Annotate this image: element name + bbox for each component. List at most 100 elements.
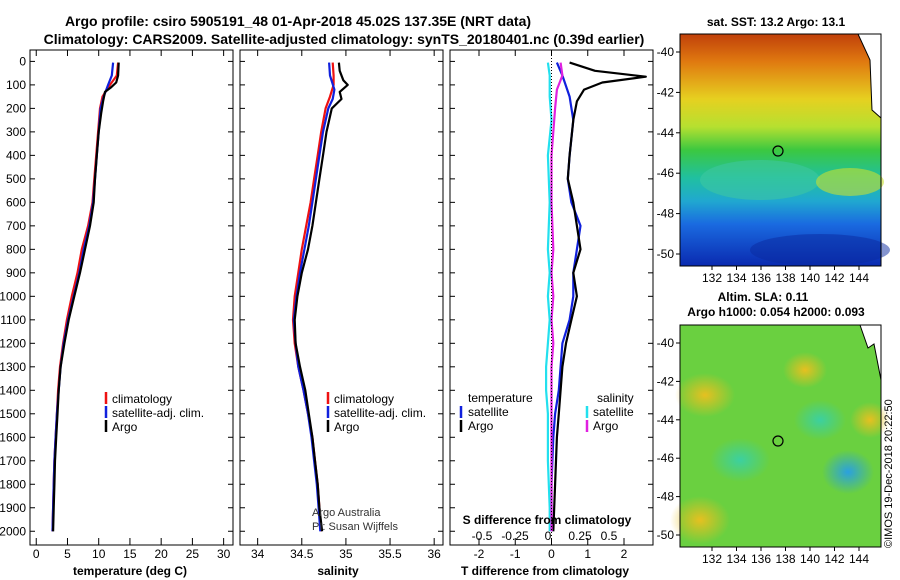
- lat-tick-label: -42: [657, 85, 675, 99]
- depth-tick-label: 1900: [0, 501, 26, 515]
- x-tick-label: 2: [621, 547, 628, 561]
- s-tick-label: 0: [545, 529, 552, 543]
- s-tick-label: 0.5: [601, 529, 618, 543]
- temperature-legend: climatology satellite-adj. clim. Argo: [104, 392, 204, 434]
- s-difference-axis-label: S difference from climatology: [463, 513, 632, 527]
- depth-tick-label: 1800: [0, 477, 26, 491]
- argo-float-marker: [772, 435, 784, 447]
- x-tick-label: 20: [154, 547, 168, 561]
- difference-legend: temperature satellite Argo salinity sate…: [459, 391, 634, 433]
- lon-tick-label: 136: [751, 271, 771, 285]
- salinity-panel-frame: [239, 49, 444, 546]
- lon-tick-label: 132: [702, 552, 722, 566]
- sla-map-frame: [679, 324, 882, 548]
- t-difference-axis-label: T difference from climatology: [461, 564, 629, 578]
- sla-map-coastline: [859, 324, 882, 381]
- x-tick-label: -2: [474, 547, 485, 561]
- x-tick-label: 35: [339, 547, 353, 561]
- lat-tick-label: -50: [657, 247, 675, 261]
- depth-tick-label: 500: [6, 172, 26, 186]
- legend-label: Argo: [334, 420, 360, 434]
- lon-tick-label: 144: [849, 271, 869, 285]
- profile-series-line: [51, 62, 115, 532]
- depth-tick-label: 1700: [0, 454, 26, 468]
- sla-map-feature: [710, 438, 770, 482]
- legend-label: Argo: [468, 419, 494, 433]
- depth-tick-label: 200: [6, 101, 26, 115]
- legend-label: climatology: [112, 392, 172, 406]
- lon-tick-label: 134: [726, 271, 746, 285]
- figure-title-line2: Climatology: CARS2009. Satellite-adjuste…: [44, 31, 645, 47]
- depth-tick-label: 1200: [0, 336, 26, 350]
- depth-tick-label: 1600: [0, 430, 26, 444]
- legend-label: climatology: [334, 392, 394, 406]
- profile-series-line: [51, 62, 120, 532]
- x-tick-label: 5: [64, 547, 71, 561]
- lon-tick-label: 132: [702, 271, 722, 285]
- lat-tick-label: -44: [657, 126, 675, 140]
- lon-tick-label: 142: [824, 552, 844, 566]
- x-tick-label: 34: [251, 547, 265, 561]
- lat-tick-label: -48: [657, 490, 675, 504]
- profile-series-line: [550, 62, 564, 532]
- legend-label: satellite: [593, 405, 634, 419]
- x-tick-label: 0: [548, 547, 555, 561]
- temperature-panel-frame: [29, 49, 234, 546]
- sla-map-feature: [794, 400, 846, 440]
- profile-series-line: [544, 62, 553, 532]
- lon-tick-label: 142: [824, 271, 844, 285]
- s-tick-label: -0.5: [472, 529, 493, 543]
- salinity-legend: climatology satellite-adj. clim. Argo Ar…: [312, 392, 426, 533]
- s-tick-label: -0.25: [501, 529, 529, 543]
- x-tick-labels: 0 5 10 15 20 25 30 34 34.5 35 35.5 36 -2 -1 0 1 2: [33, 547, 628, 561]
- depth-tick-label: 2000: [0, 524, 26, 538]
- sla-map-feature: [675, 373, 735, 417]
- x-tick-label: 15: [123, 547, 137, 561]
- legend-label: Argo: [593, 419, 619, 433]
- depth-tick-label: 100: [6, 78, 26, 92]
- lon-tick-label: 138: [775, 552, 795, 566]
- depth-tick-label: 1400: [0, 383, 26, 397]
- depth-tick-label: 800: [6, 242, 26, 256]
- x-tick-label: -1: [510, 547, 521, 561]
- sst-map-coastline: [857, 33, 882, 119]
- lat-tick-label: -42: [657, 374, 675, 388]
- x-tick-label: 1: [584, 547, 591, 561]
- salinity-axis-label: salinity: [317, 564, 359, 578]
- lon-tick-label: 136: [751, 552, 771, 566]
- s-tick-label: 0.25: [568, 529, 592, 543]
- depth-tick-label: 600: [6, 195, 26, 209]
- sla-map-title2: Argo h1000: 0.054 h2000: 0.093: [687, 305, 865, 319]
- depth-tick-label: 0: [19, 54, 26, 68]
- lon-tick-label: 138: [775, 271, 795, 285]
- sst-map-frame: [679, 33, 882, 267]
- sla-map-feature: [822, 450, 874, 494]
- sst-map-land: [858, 34, 881, 118]
- imos-stamp: ©IMOS 19-Dec-2018 20:22:50: [883, 399, 895, 548]
- sst-map-feature: [750, 234, 890, 266]
- sla-map-feature: [670, 496, 730, 544]
- x-tick-label: 36: [427, 547, 441, 561]
- legend-label: satellite-adj. clim.: [334, 406, 426, 420]
- lat-tick-label: -40: [657, 45, 675, 59]
- credit-pi: PI: Susan Wijffels: [312, 521, 398, 533]
- lat-tick-label: -48: [657, 207, 675, 221]
- legend-header-salinity: salinity: [597, 391, 634, 405]
- sla-map-feature: [783, 352, 827, 388]
- depth-tick-label: 1100: [0, 313, 26, 327]
- legend-label: satellite: [468, 405, 509, 419]
- sst-map-image: [680, 34, 881, 266]
- lon-tick-label: 144: [849, 552, 869, 566]
- profile-series-line: [552, 61, 647, 532]
- legend-header-temperature: temperature: [468, 391, 533, 405]
- sla-map-title1: Altim. SLA: 0.11: [718, 290, 809, 304]
- depth-tick-label: 1500: [0, 407, 26, 421]
- depth-tick-label: 900: [6, 266, 26, 280]
- x-tick-label: 34.5: [290, 547, 314, 561]
- x-tick-label: 25: [186, 547, 200, 561]
- figure-title-line1: Argo profile: csiro 5905191_48 01-Apr-20…: [65, 13, 531, 29]
- x-tick-label: 35.5: [378, 547, 402, 561]
- depth-tick-label: 700: [6, 219, 26, 233]
- x-tick-label: 0: [33, 547, 40, 561]
